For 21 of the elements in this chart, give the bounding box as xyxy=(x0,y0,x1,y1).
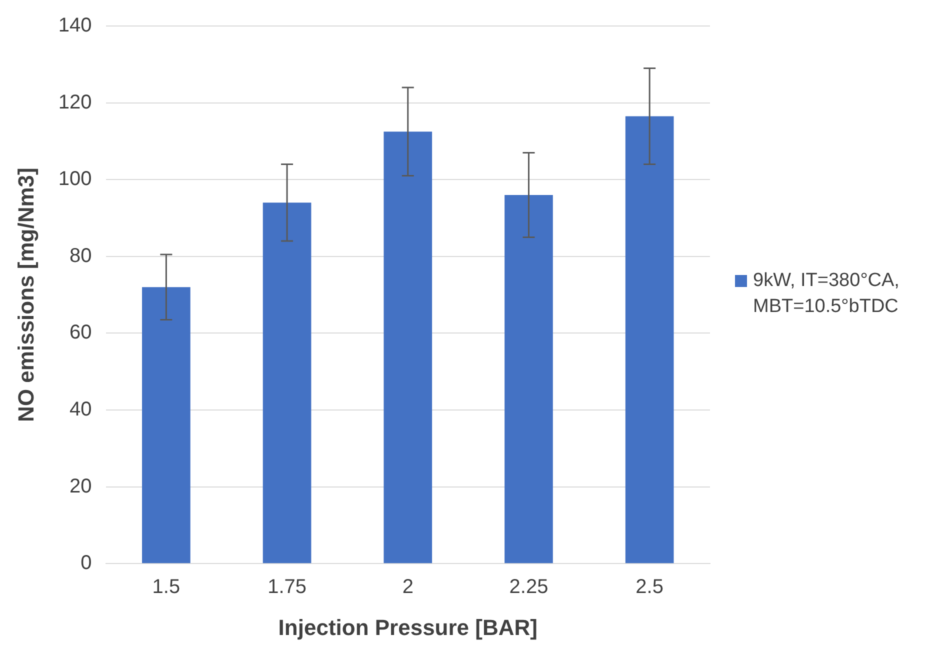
x-axis-title: Injection Pressure [BAR] xyxy=(278,614,538,640)
x-tick-label: 2.5 xyxy=(636,576,664,598)
y-tick-label: 20 xyxy=(70,475,92,498)
bar xyxy=(262,202,312,564)
bar xyxy=(625,116,674,564)
y-axis-title: NO emissions [mg/Nm3] xyxy=(13,168,38,422)
y-tick-label: 0 xyxy=(80,552,92,574)
x-tick-label: 2.25 xyxy=(509,576,548,598)
x-tick-label: 1.5 xyxy=(152,576,180,598)
y-tick-label: 80 xyxy=(70,244,92,267)
y-tick-label: 60 xyxy=(70,322,92,344)
y-tick-label: 120 xyxy=(58,91,92,114)
bar xyxy=(384,132,432,564)
bar xyxy=(504,194,553,564)
y-tick-label: 40 xyxy=(70,398,92,421)
y-tick-label: 100 xyxy=(58,168,92,190)
y-tick-label: 140 xyxy=(58,14,92,37)
x-tick-label: 2 xyxy=(402,576,414,598)
x-tick-label: 1.75 xyxy=(268,576,307,598)
legend-label: 9kW, IT=380°CA, MBT=10.5°bTDC xyxy=(753,269,900,319)
bar xyxy=(142,287,190,564)
